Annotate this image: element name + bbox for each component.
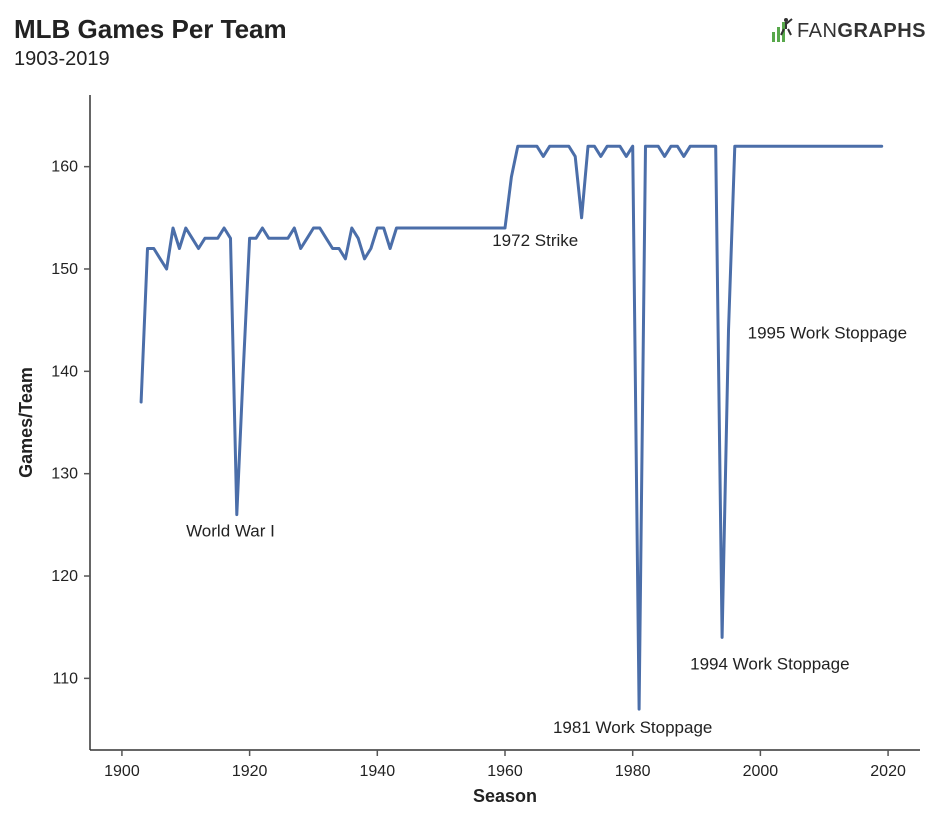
y-tick-label: 160 bbox=[51, 159, 78, 176]
x-tick-label: 2000 bbox=[743, 763, 779, 780]
annotation-label: 1994 Work Stoppage bbox=[690, 655, 849, 674]
annotation-label: World War I bbox=[186, 522, 275, 541]
x-tick-label: 1900 bbox=[104, 763, 140, 780]
x-tick-label: 1940 bbox=[360, 763, 396, 780]
figure: MLB Games Per Team 1903-2019 FANGRAPHS 1… bbox=[0, 0, 944, 819]
y-tick-label: 120 bbox=[51, 568, 78, 585]
y-tick-label: 130 bbox=[51, 466, 78, 483]
y-tick-label: 140 bbox=[51, 363, 78, 380]
annotation-label: 1981 Work Stoppage bbox=[553, 718, 712, 737]
x-tick-label: 1920 bbox=[232, 763, 268, 780]
x-tick-label: 2020 bbox=[870, 763, 906, 780]
x-axis-label: Season bbox=[473, 786, 537, 806]
line-chart: 110 120 130 140 150 160 1900 1920 1940 1960 1980 20… bbox=[0, 0, 944, 819]
x-tick-label: 1960 bbox=[487, 763, 523, 780]
annotation-label: 1995 Work Stoppage bbox=[748, 323, 907, 342]
annotation-label: 1972 Strike bbox=[492, 231, 578, 250]
x-tick-label: 1980 bbox=[615, 763, 651, 780]
y-tick-label: 150 bbox=[51, 261, 78, 278]
y-axis-label: Games/Team bbox=[16, 367, 36, 478]
y-tick-label: 110 bbox=[52, 670, 78, 687]
